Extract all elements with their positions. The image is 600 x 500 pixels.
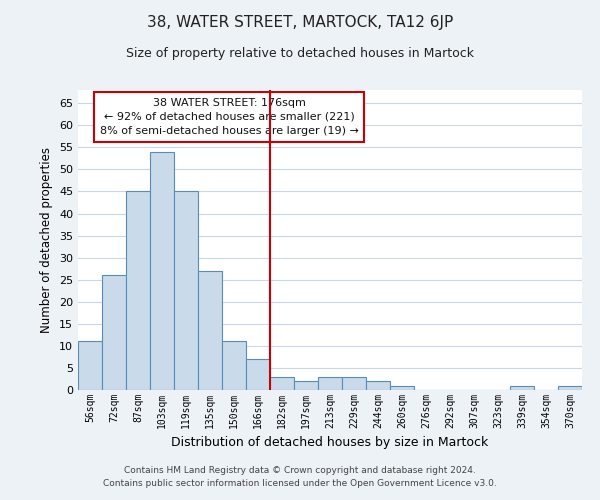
Bar (318, 377, 342, 390)
Bar (222, 342, 246, 390)
Bar (198, 271, 222, 390)
Bar (150, 152, 174, 390)
Bar (102, 276, 126, 390)
Bar (126, 192, 150, 390)
Text: 38, WATER STREET, MARTOCK, TA12 6JP: 38, WATER STREET, MARTOCK, TA12 6JP (147, 15, 453, 30)
Y-axis label: Number of detached properties: Number of detached properties (40, 147, 53, 333)
Bar (270, 377, 294, 390)
Bar (342, 377, 366, 390)
Bar (558, 386, 582, 390)
Bar (366, 381, 390, 390)
Text: 38 WATER STREET: 176sqm
← 92% of detached houses are smaller (221)
8% of semi-de: 38 WATER STREET: 176sqm ← 92% of detache… (100, 98, 359, 136)
Bar (390, 386, 414, 390)
Bar (174, 192, 198, 390)
Bar (78, 342, 102, 390)
X-axis label: Distribution of detached houses by size in Martock: Distribution of detached houses by size … (172, 436, 488, 450)
Bar (246, 359, 270, 390)
Bar (294, 381, 318, 390)
Bar (510, 386, 534, 390)
Text: Contains HM Land Registry data © Crown copyright and database right 2024.
Contai: Contains HM Land Registry data © Crown c… (103, 466, 497, 487)
Text: Size of property relative to detached houses in Martock: Size of property relative to detached ho… (126, 48, 474, 60)
